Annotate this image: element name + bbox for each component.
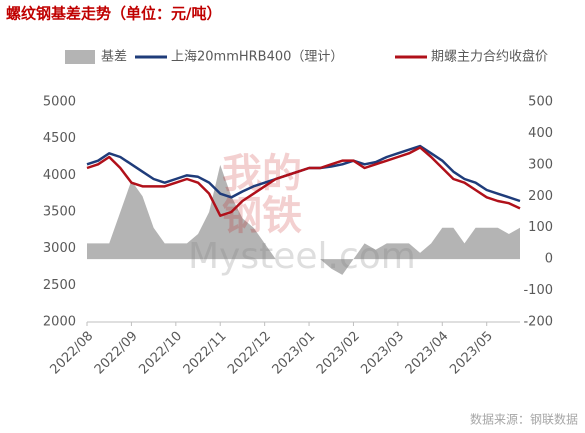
x-tick-label: 2022/12 (225, 329, 274, 378)
y2-tick-label: -200 (523, 315, 553, 330)
x-tick-label: 2023/05 (447, 329, 496, 378)
legend-swatch (65, 50, 95, 64)
y-tick-label: 4000 (43, 168, 76, 183)
basis-area (87, 164, 520, 275)
series-line (86, 146, 521, 217)
y-tick-label: 3000 (43, 241, 76, 256)
y2-tick-label: 200 (528, 189, 553, 204)
x-tick-label: 2023/01 (270, 329, 319, 378)
source: 数据来源：钢联数据 (470, 412, 578, 427)
y2-tick-label: -100 (523, 283, 553, 298)
watermark: Mysteel.com (188, 236, 416, 277)
y-tick-label: 2000 (43, 315, 76, 330)
x-tick-label: 2023/03 (358, 329, 407, 378)
legend-label: 基差 (101, 50, 127, 65)
y2-tick-label: 300 (528, 157, 553, 172)
x-tick-label: 2023/02 (314, 329, 363, 378)
y-tick-label: 3500 (43, 205, 76, 220)
y2-tick-label: 0 (545, 252, 553, 267)
y2-tick-label: 100 (528, 220, 553, 235)
y-tick-label: 2500 (43, 278, 76, 293)
y-tick-label: 5000 (43, 95, 76, 110)
chart-title: 螺纹钢基差走势（单位：元/吨） (6, 5, 221, 23)
legend-label: 上海20mmHRB400（理计） (171, 50, 343, 65)
y-tick-label: 4500 (43, 131, 76, 146)
legend-label: 期螺主力合约收盘价 (431, 49, 548, 65)
series-line (86, 144, 521, 203)
x-tick-label: 2022/11 (181, 329, 230, 378)
watermark: 钢铁 (222, 193, 302, 239)
y2-tick-label: 400 (528, 126, 553, 141)
x-tick-label: 2022/09 (92, 329, 141, 378)
x-tick-label: 2023/04 (403, 329, 452, 378)
y2-tick-label: 500 (528, 95, 553, 110)
x-tick-label: 2022/10 (136, 329, 185, 378)
x-tick-label: 2022/08 (48, 329, 97, 378)
